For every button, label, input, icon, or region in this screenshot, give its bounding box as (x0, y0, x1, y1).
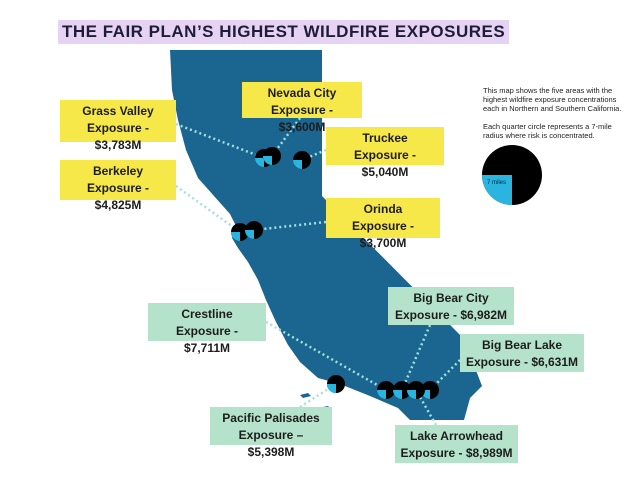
island (300, 393, 311, 398)
risk-quarter (393, 390, 402, 399)
callout-exposure: Exposure - $8,989M (400, 446, 513, 460)
callout-name: Pacific Palisades (222, 411, 320, 425)
risk-quarter (293, 160, 302, 169)
callout-name: Orinda (363, 202, 403, 216)
risk-quarter (255, 158, 264, 167)
callout-exposure: Exposure – $5,398M (238, 428, 304, 459)
connector-line (253, 220, 327, 232)
callout: Big Bear City Exposure - $6,982M (388, 287, 514, 325)
callout-exposure: Exposure - $5,040M (353, 148, 416, 179)
callout-exposure: Exposure - $6,982M (394, 308, 508, 322)
legend-description: This map shows the five areas with the h… (483, 86, 622, 113)
callout: Orinda Exposure - $3,700M (326, 198, 440, 250)
callout: Crestline Exposure - $7,711M (148, 303, 266, 355)
callout-exposure: Exposure - $3,783M (86, 121, 149, 152)
connector-line (400, 324, 432, 391)
callout: Big Bear Lake Exposure - $6,631M (460, 334, 584, 372)
risk-quarter (245, 230, 254, 239)
callout-exposure: Exposure - $6,631M (465, 355, 579, 369)
connector-line (175, 122, 265, 160)
risk-quarter (377, 390, 386, 399)
connector-line (414, 389, 438, 426)
callout-exposure: Exposure - $3,700M (351, 219, 414, 250)
callout: Nevada City Exposure - $3,600M (242, 82, 362, 134)
title: THE FAIR PLAN’S HIGHEST WILDFIRE EXPOSUR… (58, 20, 510, 44)
risk-quarter (327, 384, 336, 393)
callout: Grass Valley Exposure - $3,783M (60, 100, 176, 152)
risk-quarter (263, 156, 272, 165)
callout: Lake Arrowhead Exposure - $8,989M (395, 425, 518, 463)
connector-line (175, 184, 241, 234)
callout-name: Lake Arrowhead (410, 429, 503, 443)
callout-name: Big Bear Lake (481, 338, 563, 352)
callout: Truckee Exposure - $5,040M (326, 127, 444, 179)
callout-name: Nevada City (267, 86, 337, 100)
callout-exposure: Exposure - $3,600M (270, 103, 333, 134)
callout-name: Berkeley (92, 164, 144, 178)
legend-quarter (482, 175, 512, 205)
callout-name: Crestline (181, 307, 233, 321)
legend-note: Each quarter circle represents a 7-mile … (483, 122, 612, 140)
risk-markers (231, 147, 439, 399)
callout: Berkeley Exposure - $4,825M (60, 160, 176, 212)
risk-quarter (231, 232, 240, 241)
callout: Pacific Palisades Exposure – $5,398M (210, 407, 332, 459)
callout-exposure: Exposure - $7,711M (175, 324, 238, 355)
legend-radius-label: 7 miles (487, 180, 507, 186)
callout-exposure: Exposure - $4,825M (86, 181, 149, 212)
callout-name: Grass Valley (82, 104, 154, 118)
callout-name: Big Bear City (413, 291, 489, 305)
callout-name: Truckee (362, 131, 408, 145)
risk-quarter (407, 390, 416, 399)
